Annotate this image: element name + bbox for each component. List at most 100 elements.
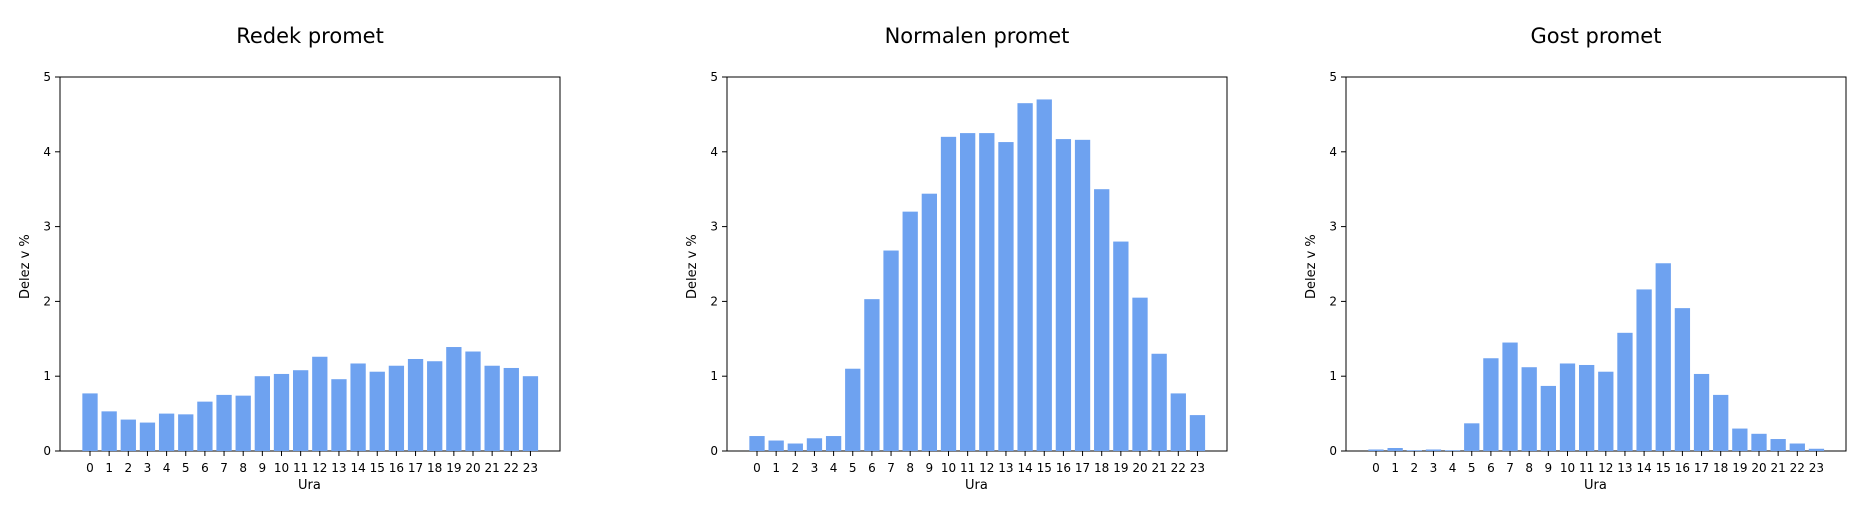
x-tick-label: 18 xyxy=(1713,461,1728,475)
x-tick-label: 20 xyxy=(1132,461,1147,475)
bar xyxy=(1483,358,1499,451)
bar xyxy=(158,413,175,451)
x-tick-label: 0 xyxy=(1372,461,1380,475)
bar xyxy=(1636,289,1652,451)
y-tick-label: 0 xyxy=(43,444,51,458)
x-tick-label: 21 xyxy=(1152,461,1167,475)
x-tick-label: 17 xyxy=(1075,461,1090,475)
x-tick-label: 14 xyxy=(350,461,365,475)
x-tick-label: 7 xyxy=(1506,461,1514,475)
bar xyxy=(427,361,443,451)
x-tick-label: 20 xyxy=(465,461,480,475)
bar xyxy=(921,193,937,452)
bar xyxy=(446,347,462,451)
bar xyxy=(864,299,880,451)
plot-frame xyxy=(726,76,1228,452)
bar xyxy=(1074,139,1091,451)
bar xyxy=(787,443,803,451)
x-tick-label: 3 xyxy=(811,461,819,475)
x-tick-label: 2 xyxy=(124,461,132,475)
x-tick-label: 13 xyxy=(998,461,1013,475)
bar xyxy=(1521,367,1537,451)
bar xyxy=(1559,363,1576,451)
bar xyxy=(1368,449,1384,451)
x-tick-label: 8 xyxy=(1525,461,1533,475)
bar xyxy=(960,133,976,451)
x-tick-label: 10 xyxy=(941,461,956,475)
x-tick-label: 8 xyxy=(239,461,247,475)
bar xyxy=(1189,415,1206,451)
bar xyxy=(1036,99,1052,451)
bar xyxy=(902,211,918,451)
x-tick-label: 2 xyxy=(1410,461,1418,475)
bar xyxy=(1151,353,1167,451)
x-tick-label: 18 xyxy=(427,461,442,475)
x-tick-label: 6 xyxy=(201,461,209,475)
y-tick-label: 1 xyxy=(1329,369,1337,383)
x-tick-label: 4 xyxy=(163,461,171,475)
x-tick-label: 18 xyxy=(1094,461,1109,475)
plot-frame xyxy=(1345,76,1847,452)
bar xyxy=(1425,449,1442,451)
x-tick-label: 1 xyxy=(105,461,113,475)
y-tick-label: 4 xyxy=(43,145,51,159)
bar xyxy=(484,365,500,451)
bar xyxy=(178,414,194,451)
x-tick-label: 12 xyxy=(979,461,994,475)
x-tick-label: 7 xyxy=(220,461,228,475)
x-tick-label: 13 xyxy=(1617,461,1632,475)
x-tick-label: 17 xyxy=(1694,461,1709,475)
plot-area: 0 1 2 3 4 5 6 7 8 9 10 11 12 13 14 15 16 17 18 19 20 21 22 2301… xyxy=(1329,70,1847,475)
bar xyxy=(82,393,98,451)
plot-frame xyxy=(59,76,561,452)
x-tick-label: 15 xyxy=(1037,461,1052,475)
y-tick-label: 0 xyxy=(1329,444,1337,458)
y-tick-label: 3 xyxy=(710,220,718,234)
x-tick-label: 19 xyxy=(446,461,461,475)
y-tick-label: 3 xyxy=(43,220,51,234)
bar xyxy=(1406,450,1422,451)
y-tick-label: 4 xyxy=(710,145,718,159)
bar xyxy=(254,376,270,451)
x-tick-label: 3 xyxy=(144,461,152,475)
x-tick-label: 10 xyxy=(1560,461,1575,475)
x-tick-label: 4 xyxy=(830,461,838,475)
bar xyxy=(1713,394,1729,451)
bar xyxy=(1693,373,1710,451)
x-tick-label: 1 xyxy=(1391,461,1399,475)
chart-panel-2: Normalen promet 0 1 2 3 4 5 6 7 8 9 10 11 12 13 14 15 16… xyxy=(645,0,1245,519)
x-tick-label: 11 xyxy=(960,461,975,475)
y-tick-label: 5 xyxy=(710,70,718,84)
x-tick-label: 0 xyxy=(753,461,761,475)
x-axis-label: Ura xyxy=(965,478,988,493)
x-tick-label: 10 xyxy=(274,461,289,475)
y-tick-label: 3 xyxy=(1329,220,1337,234)
bar xyxy=(1579,364,1595,451)
y-axis-label: Delez v % xyxy=(685,234,700,299)
x-tick-label: 16 xyxy=(1675,461,1690,475)
bar xyxy=(331,379,347,451)
x-tick-label: 16 xyxy=(1056,461,1071,475)
x-tick-label: 7 xyxy=(887,461,895,475)
x-axis-label: Ura xyxy=(298,478,321,493)
bar xyxy=(101,411,117,451)
bar xyxy=(1751,433,1767,451)
x-tick-label: 21 xyxy=(1771,461,1786,475)
y-tick-label: 5 xyxy=(43,70,51,84)
bar xyxy=(465,351,481,451)
x-tick-label: 8 xyxy=(906,461,914,475)
bar xyxy=(503,367,519,451)
x-tick-label: 22 xyxy=(1790,461,1805,475)
bar xyxy=(388,365,405,451)
y-tick-label: 1 xyxy=(710,369,718,383)
x-tick-label: 23 xyxy=(523,461,538,475)
bar xyxy=(1132,297,1148,451)
x-tick-label: 2 xyxy=(791,461,799,475)
bar xyxy=(293,370,309,451)
plot-area: 0 1 2 3 4 5 6 7 8 9 10 11 12 13 14 15 16 17 18 19 20 21 22 2301… xyxy=(43,70,561,475)
bar xyxy=(1732,428,1748,451)
y-tick-label: 4 xyxy=(1329,145,1337,159)
bar xyxy=(312,356,328,451)
bar xyxy=(1444,450,1461,451)
x-tick-label: 21 xyxy=(485,461,500,475)
